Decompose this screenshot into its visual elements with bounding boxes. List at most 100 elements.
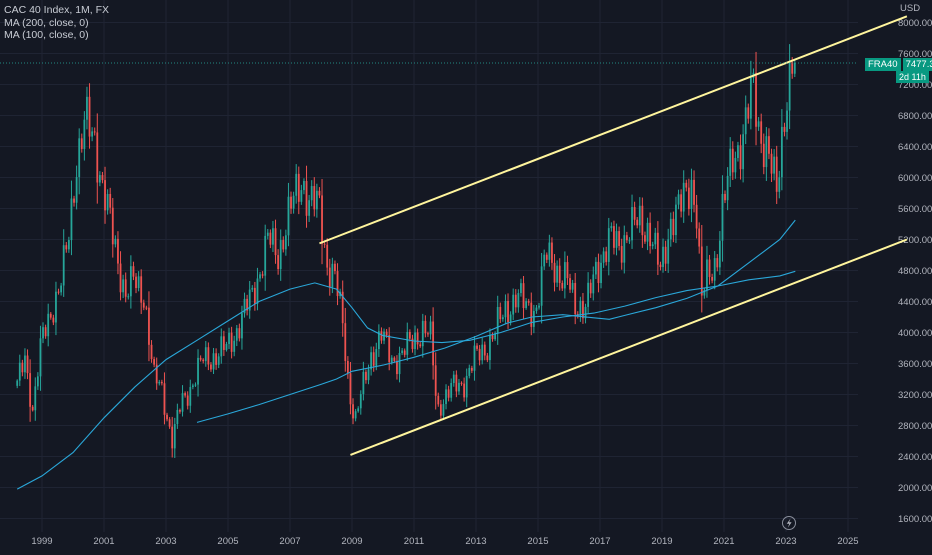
candle-down[interactable] <box>711 276 714 281</box>
candle-down[interactable] <box>336 271 339 297</box>
candle-up[interactable] <box>176 409 179 425</box>
candle-up[interactable] <box>292 195 295 209</box>
candle-down[interactable] <box>411 338 414 349</box>
candle-down[interactable] <box>101 175 104 181</box>
candle-down[interactable] <box>716 258 719 268</box>
candle-down[interactable] <box>334 263 336 272</box>
candle-up[interactable] <box>127 296 130 298</box>
candle-down[interactable] <box>49 313 52 318</box>
candle-down[interactable] <box>613 226 615 248</box>
candle-down[interactable] <box>527 301 530 303</box>
candle-up[interactable] <box>481 344 484 361</box>
candle-down[interactable] <box>215 353 218 365</box>
candle-down[interactable] <box>207 347 210 365</box>
candle-up[interactable] <box>197 357 199 385</box>
candle-down[interactable] <box>478 348 481 361</box>
candle-up[interactable] <box>726 175 729 201</box>
candle-down[interactable] <box>328 267 331 288</box>
candle-down[interactable] <box>419 344 422 347</box>
candle-up[interactable] <box>241 313 243 339</box>
candle-down[interactable] <box>641 205 644 236</box>
candle-up[interactable] <box>548 242 551 260</box>
candle-up[interactable] <box>765 136 768 168</box>
candle-up[interactable] <box>225 343 228 350</box>
candle-down[interactable] <box>507 300 509 323</box>
candle-down[interactable] <box>664 246 667 264</box>
candle-down[interactable] <box>633 207 636 220</box>
candle-down[interactable] <box>463 383 466 398</box>
candle-down[interactable] <box>65 245 68 250</box>
candle-up[interactable] <box>315 190 318 210</box>
candle-up[interactable] <box>742 134 745 170</box>
candle-down[interactable] <box>791 62 794 74</box>
candle-up[interactable] <box>682 182 685 212</box>
candle-up[interactable] <box>445 389 447 405</box>
candle-down[interactable] <box>323 243 326 245</box>
candle-down[interactable] <box>31 406 34 411</box>
candle-down[interactable] <box>437 395 440 405</box>
candle-up[interactable] <box>501 317 504 320</box>
legend-ma200[interactable]: MA (200, close, 0) <box>4 16 89 29</box>
candle-up[interactable] <box>538 305 540 308</box>
candle-down[interactable] <box>514 294 517 308</box>
candle-down[interactable] <box>460 382 463 384</box>
candle-up[interactable] <box>406 331 409 355</box>
candle-down[interactable] <box>277 255 280 270</box>
candle-up[interactable] <box>83 119 86 149</box>
candle-up[interactable] <box>780 126 783 178</box>
candle-up[interactable] <box>375 349 378 366</box>
candle-up[interactable] <box>734 157 737 173</box>
candle-up[interactable] <box>421 320 424 347</box>
candle-down[interactable] <box>117 238 119 264</box>
candle-up[interactable] <box>594 261 597 275</box>
candle-up[interactable] <box>703 289 706 296</box>
candle-down[interactable] <box>644 235 646 242</box>
candle-down[interactable] <box>344 323 347 361</box>
candle-up[interactable] <box>181 393 184 412</box>
candle-down[interactable] <box>388 335 391 363</box>
candle-up[interactable] <box>212 353 215 370</box>
legend-title[interactable]: CAC 40 Index, 1M, FX <box>4 4 110 16</box>
candle-up[interactable] <box>98 175 101 183</box>
candle-down[interactable] <box>551 242 553 263</box>
candle-down[interactable] <box>569 278 571 290</box>
candle-up[interactable] <box>189 387 192 406</box>
candle-up[interactable] <box>106 193 109 211</box>
candle-down[interactable] <box>148 307 150 345</box>
candle-down[interactable] <box>153 359 156 365</box>
candle-down[interactable] <box>687 187 690 210</box>
candle-down[interactable] <box>770 153 773 174</box>
candle-down[interactable] <box>605 251 608 262</box>
candle-up[interactable] <box>504 300 507 318</box>
candle-down[interactable] <box>416 332 419 345</box>
candle-up[interactable] <box>654 232 657 245</box>
candle-down[interactable] <box>625 235 628 241</box>
candle-up[interactable] <box>602 251 605 263</box>
candle-down[interactable] <box>93 131 96 133</box>
candle-down[interactable] <box>253 287 256 304</box>
candle-up[interactable] <box>377 331 380 350</box>
candle-up[interactable] <box>465 375 468 398</box>
candle-up[interactable] <box>535 307 538 311</box>
candle-down[interactable] <box>269 232 272 245</box>
candle-up[interactable] <box>235 328 238 341</box>
candle-down[interactable] <box>739 145 742 170</box>
candle-up[interactable] <box>354 411 357 419</box>
candle-down[interactable] <box>341 291 344 324</box>
candle-up[interactable] <box>509 314 512 323</box>
candle-up[interactable] <box>587 282 590 307</box>
candle-up[interactable] <box>217 356 220 365</box>
candle-down[interactable] <box>142 302 145 308</box>
candle-up[interactable] <box>631 207 633 241</box>
candle-up[interactable] <box>729 148 732 176</box>
candle-down[interactable] <box>483 344 486 356</box>
candle-up[interactable] <box>331 263 334 288</box>
candle-up[interactable] <box>610 226 613 229</box>
candle-up[interactable] <box>600 262 602 284</box>
candle-up[interactable] <box>667 239 670 264</box>
candle-up[interactable] <box>744 107 747 135</box>
candle-down[interactable] <box>305 180 308 216</box>
candle-up[interactable] <box>42 327 44 339</box>
candle-down[interactable] <box>326 244 329 268</box>
